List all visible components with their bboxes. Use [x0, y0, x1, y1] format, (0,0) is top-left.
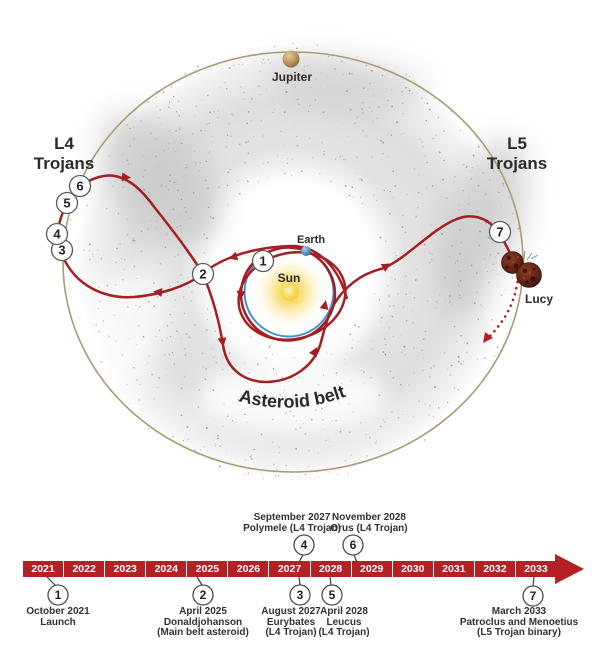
svg-text:1: 1	[259, 254, 266, 269]
waypoint-marker-4: 4	[45, 222, 69, 246]
svg-text:L5: L5	[507, 134, 527, 153]
timeline-marker-1: 1	[47, 584, 69, 606]
svg-text:Trojans: Trojans	[34, 154, 94, 173]
timeline-year-bar: 2021 2022 2023 2024 2025 2026 2027 2028 …	[23, 561, 556, 577]
waypoint-marker-6: 6	[68, 174, 92, 198]
year-cell: 2033	[524, 563, 548, 575]
year-cell: 2021	[23, 561, 65, 577]
year-cell: 2022	[64, 561, 106, 577]
svg-text:3: 3	[297, 588, 304, 602]
timeline-connectors	[46, 554, 535, 587]
lucy-spacecraft: Lucy	[501, 250, 553, 306]
future-path-dotted	[482, 274, 520, 343]
year-cell: 2029	[352, 561, 393, 577]
svg-text:2: 2	[200, 588, 207, 602]
sun	[252, 254, 328, 330]
waypoint-marker-7: 7	[488, 220, 512, 244]
svg-text:6: 6	[76, 179, 83, 194]
year-cell: 2028	[311, 561, 352, 577]
svg-text:5: 5	[63, 196, 70, 211]
sun-label: Sun	[278, 271, 301, 285]
svg-text:4: 4	[301, 538, 308, 552]
waypoint-marker-1: 1	[251, 249, 275, 273]
svg-text:L4: L4	[54, 134, 74, 153]
svg-text:7: 7	[530, 589, 537, 603]
year-cell: 2026	[228, 561, 270, 577]
svg-text:5: 5	[329, 588, 336, 602]
timeline-marker-4: 4	[293, 534, 315, 556]
trajectory-arrowheads	[121, 172, 391, 358]
svg-text:3: 3	[58, 243, 65, 258]
year-cell: 2032	[475, 561, 516, 577]
jupiter: Jupiter	[272, 50, 312, 84]
timeline-marker-5: 5	[321, 584, 343, 606]
year-cell: 2024	[146, 561, 188, 577]
lucy-label: Lucy	[525, 292, 553, 306]
year-cell: 2023	[105, 561, 147, 577]
timeline-marker-6: 6	[342, 534, 364, 556]
earth: Earth	[297, 234, 325, 256]
year-cell: 2025	[187, 561, 229, 577]
svg-text:Trojans: Trojans	[487, 154, 547, 173]
trajectory-waypoints: 1 2 3 4 5 6 7	[45, 174, 512, 286]
jupiter-label: Jupiter	[272, 70, 312, 84]
timeline-marker-7: 7	[522, 585, 544, 607]
timeline-marker-2: 2	[192, 584, 214, 606]
year-cell: 2031	[434, 561, 475, 577]
timeline-event-markers: 1 2 3 4 5 6 7	[47, 534, 544, 607]
inner-loop-2	[237, 251, 347, 341]
lucy-antenna	[523, 250, 539, 261]
l4-trojans-label: L4 Trojans	[34, 134, 94, 173]
asteroid-belt-speckles	[64, 42, 520, 481]
l5-trojans-label: L5 Trojans	[487, 134, 547, 173]
svg-text:1: 1	[55, 588, 62, 602]
svg-text:4: 4	[53, 227, 61, 242]
svg-text:2: 2	[199, 267, 206, 282]
timeline-arrowhead	[555, 554, 584, 584]
waypoint-marker-5: 5	[55, 191, 79, 215]
year-cell: 2027	[269, 561, 311, 577]
year-cell: 2030	[393, 561, 434, 577]
earth-label: Earth	[297, 234, 325, 246]
waypoint-marker-2: 2	[191, 262, 215, 286]
svg-text:6: 6	[350, 538, 357, 552]
outbound-leg-to-l4	[54, 185, 349, 300]
svg-text:7: 7	[496, 225, 503, 240]
timeline-marker-3: 3	[289, 584, 311, 606]
